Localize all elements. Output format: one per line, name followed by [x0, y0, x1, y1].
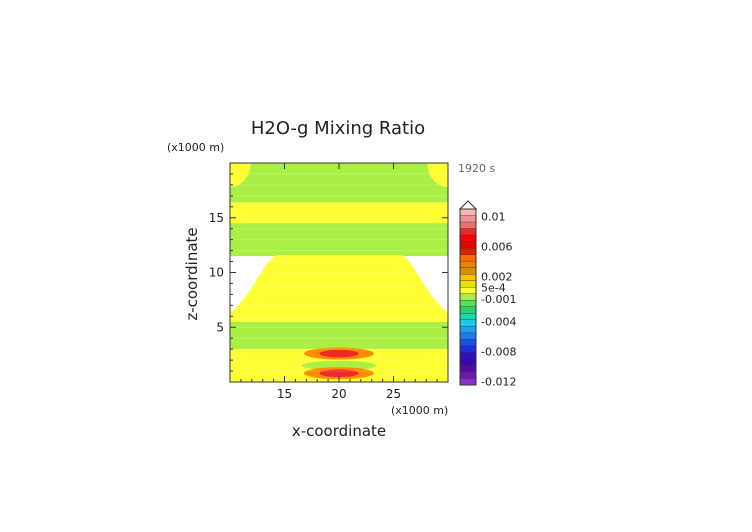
colorbar-swatch: [459, 221, 477, 230]
colorbar-swatch: [459, 287, 477, 295]
colorbar-swatch: [459, 273, 477, 282]
contour-cap-right: [427, 163, 448, 188]
contour-band-0: [230, 163, 448, 203]
colorbar-swatch: [459, 260, 477, 269]
y-axis-label: z-coordinate: [183, 227, 201, 320]
colorbar-swatch: [459, 339, 477, 347]
y-scale-label: (x1000 m): [167, 141, 224, 154]
colorbar-swatch: [459, 241, 477, 249]
colorbar-swatch: [459, 267, 477, 275]
colorbar-swatch: [459, 280, 477, 288]
colorbar-swatch: [459, 306, 477, 314]
colorbar-tick-label: 0.01: [481, 210, 506, 223]
contour-band-4: [230, 223, 448, 257]
y-tick-label: 10: [209, 266, 224, 280]
contour-field: [230, 163, 448, 382]
contour-cap-left: [230, 163, 251, 188]
y-tick-label: 5: [216, 320, 224, 334]
colorbar-extend-arrow: [458, 200, 478, 210]
chart-title: H2O-g Mixing Ratio: [251, 118, 425, 139]
colorbar-swatch: [459, 208, 477, 217]
colorbar-swatch: [459, 371, 477, 379]
colorbar-swatch: [459, 313, 477, 321]
x-axis-ticks: 15 20 25: [240, 163, 438, 401]
colorbar-swatch: [459, 254, 477, 262]
colorbar-tick-label: 0.006: [481, 240, 513, 253]
x-scale-label: (x1000 m): [391, 404, 448, 417]
y-axis-ticks: 5 10 15: [209, 173, 448, 372]
colorbar-tick-label: 0.002: [481, 270, 513, 283]
colorbar-frame: [459, 208, 477, 386]
colorbar-swatch: [459, 228, 477, 236]
contour-blob-12: [319, 369, 359, 378]
x-tick-label: 20: [331, 387, 346, 401]
colorbar-swatch: [459, 365, 477, 373]
colorbar-tick-label: -0.001: [481, 293, 516, 306]
contour-blob-9: [319, 349, 359, 358]
colorbar-swatch: [459, 332, 477, 340]
colorbar: [458, 200, 478, 386]
colorbar-tick-label: -0.008: [481, 345, 516, 358]
colorbar-swatch: [459, 352, 477, 360]
colorbar-tick-label: 5e-4: [481, 282, 506, 295]
colorbar-swatch: [459, 345, 477, 353]
colorbar-swatch: [459, 300, 477, 308]
contour-band-6: [230, 321, 448, 350]
colorbar-swatch: [459, 378, 477, 386]
x-tick-label: 15: [277, 387, 292, 401]
contour-blob-10: [301, 360, 377, 371]
colorbar-swatch: [459, 215, 477, 223]
time-label: 1920 s: [458, 162, 495, 175]
colorbar-swatch: [459, 326, 477, 334]
colorbar-tick-label: -0.004: [481, 315, 516, 328]
colorbar-swatch: [459, 358, 477, 366]
colorbar-swatch: [459, 234, 477, 243]
x-tick-label: 25: [386, 387, 401, 401]
y-tick-label: 15: [209, 211, 224, 225]
colorbar-swatch: [459, 319, 477, 327]
colorbar-swatch: [459, 247, 477, 256]
colorbar-tick-label: -0.012: [481, 375, 516, 388]
colorbar-swatch: [459, 293, 477, 301]
contour-dome: [230, 254, 448, 322]
contour-band-3: [230, 202, 448, 224]
x-axis-label: x-coordinate: [292, 422, 386, 440]
